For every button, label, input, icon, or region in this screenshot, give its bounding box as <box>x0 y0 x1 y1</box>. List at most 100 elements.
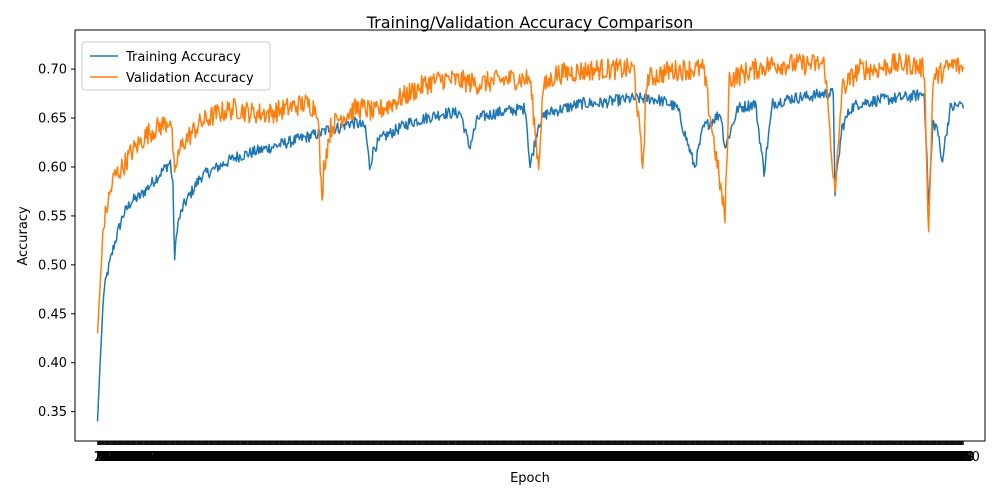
x-tick-label: 69 <box>148 450 165 465</box>
x-tick-label: 908 <box>871 450 896 465</box>
x-tick-label: 965 <box>921 450 946 465</box>
x-tick-label: 995 <box>947 450 972 465</box>
x-tick-label: 789 <box>768 450 793 465</box>
x-tick-label: 281 <box>328 450 353 465</box>
x-tick-label: 806 <box>783 450 808 465</box>
x-tick-label: 687 <box>680 450 705 465</box>
x-tick-label: 856 <box>826 450 851 465</box>
x-tick-label: 248 <box>299 450 324 465</box>
x-tick-label: 893 <box>858 450 883 465</box>
x-tick-label: 251 <box>302 450 327 465</box>
x-tick-label: 495 <box>513 450 538 465</box>
x-tick-label: 53 <box>134 450 151 465</box>
x-tick-label: 574 <box>582 450 607 465</box>
x-tick-label: 221 <box>276 450 301 465</box>
x-tick-label: 464 <box>486 450 511 465</box>
x-tick-label: 436 <box>462 450 487 465</box>
x-tick-label: 923 <box>884 450 909 465</box>
x-tick-label: 283 <box>330 450 355 465</box>
x-tick-label: 997 <box>948 450 973 465</box>
x-tick-label: 414 <box>443 450 468 465</box>
x-tick-label: 727 <box>714 450 739 465</box>
x-tick-label: 199 <box>257 450 282 465</box>
x-tick-label: 810 <box>786 450 811 465</box>
x-tick-label: 604 <box>608 450 633 465</box>
x-tick-label: 791 <box>770 450 795 465</box>
x-tick-label: 863 <box>832 450 857 465</box>
x-tick-label: 473 <box>494 450 519 465</box>
x-tick-label: 939 <box>898 450 923 465</box>
x-tick-label: 786 <box>765 450 790 465</box>
x-tick-label: 234 <box>287 450 312 465</box>
x-tick-label: 39 <box>122 450 139 465</box>
x-tick-label: 554 <box>564 450 589 465</box>
x-tick-label: 826 <box>800 450 825 465</box>
x-tick-label: 819 <box>794 450 819 465</box>
x-tick-label: 52 <box>133 450 150 465</box>
y-tick-label: 0.55 <box>38 209 67 224</box>
x-tick-label: 652 <box>649 450 674 465</box>
x-tick-label: 344 <box>382 450 407 465</box>
x-tick-label: 121 <box>189 450 214 465</box>
x-tick-label: 453 <box>477 450 502 465</box>
x-tick-label: 317 <box>359 450 384 465</box>
x-tick-label: 333 <box>373 450 398 465</box>
x-tick-label: 288 <box>334 450 359 465</box>
x-tick-label: 45 <box>127 450 144 465</box>
x-tick-label: 87 <box>164 450 181 465</box>
x-tick-label: 573 <box>581 450 606 465</box>
x-tick-label: 370 <box>405 450 430 465</box>
x-tick-label: 860 <box>830 450 855 465</box>
x-tick-label: 904 <box>868 450 893 465</box>
x-tick-label: 339 <box>378 450 403 465</box>
x-tick-label: 595 <box>600 450 625 465</box>
x-tick-label: 357 <box>394 450 419 465</box>
x-tick-label: 898 <box>863 450 888 465</box>
x-tick-label: 300 <box>344 450 369 465</box>
x-tick-label: 646 <box>644 450 669 465</box>
x-tick-label: 973 <box>928 450 953 465</box>
x-tick-label: 877 <box>844 450 869 465</box>
x-tick-label: 518 <box>533 450 558 465</box>
x-tick-label: 839 <box>811 450 836 465</box>
x-tick-label: 99 <box>174 450 191 465</box>
x-tick-label: 749 <box>733 450 758 465</box>
x-tick-label: 195 <box>253 450 278 465</box>
x-tick-label: 788 <box>767 450 792 465</box>
x-tick-label: 323 <box>364 450 389 465</box>
x-tick-label: 653 <box>650 450 675 465</box>
x-tick-label: 584 <box>590 450 615 465</box>
x-tick-label: 204 <box>261 450 286 465</box>
x-tick-label: 954 <box>911 450 936 465</box>
x-tick-label: 501 <box>518 450 543 465</box>
x-tick-label: 155 <box>219 450 244 465</box>
x-tick-label: 497 <box>515 450 540 465</box>
x-tick-label: 558 <box>568 450 593 465</box>
x-tick-label: 957 <box>914 450 939 465</box>
x-tick-label: 937 <box>896 450 921 465</box>
x-axis: 1234567891011121314151617181920212223242… <box>93 441 980 465</box>
x-tick-label: 225 <box>279 450 304 465</box>
x-tick-label: 602 <box>606 450 631 465</box>
x-tick-label: 635 <box>635 450 660 465</box>
x-tick-label: 648 <box>646 450 671 465</box>
x-tick-label: 373 <box>408 450 433 465</box>
x-tick-label: 123 <box>191 450 216 465</box>
x-tick-label: 677 <box>671 450 696 465</box>
x-tick-label: 958 <box>915 450 940 465</box>
x-tick-label: 926 <box>887 450 912 465</box>
x-tick-label: 222 <box>277 450 302 465</box>
x-tick-label: 313 <box>356 450 381 465</box>
x-tick-label: 858 <box>828 450 853 465</box>
x-tick-label: 246 <box>297 450 322 465</box>
x-tick-label: 113 <box>182 450 207 465</box>
x-tick-label: 732 <box>719 450 744 465</box>
x-tick-label: 692 <box>684 450 709 465</box>
x-tick-label: 588 <box>594 450 619 465</box>
x-tick-label: 173 <box>234 450 259 465</box>
x-tick-label: 544 <box>556 450 581 465</box>
x-tick-label: 618 <box>620 450 645 465</box>
x-tick-label: 599 <box>603 450 628 465</box>
x-tick-label: 735 <box>721 450 746 465</box>
x-tick-label: 48 <box>130 450 147 465</box>
